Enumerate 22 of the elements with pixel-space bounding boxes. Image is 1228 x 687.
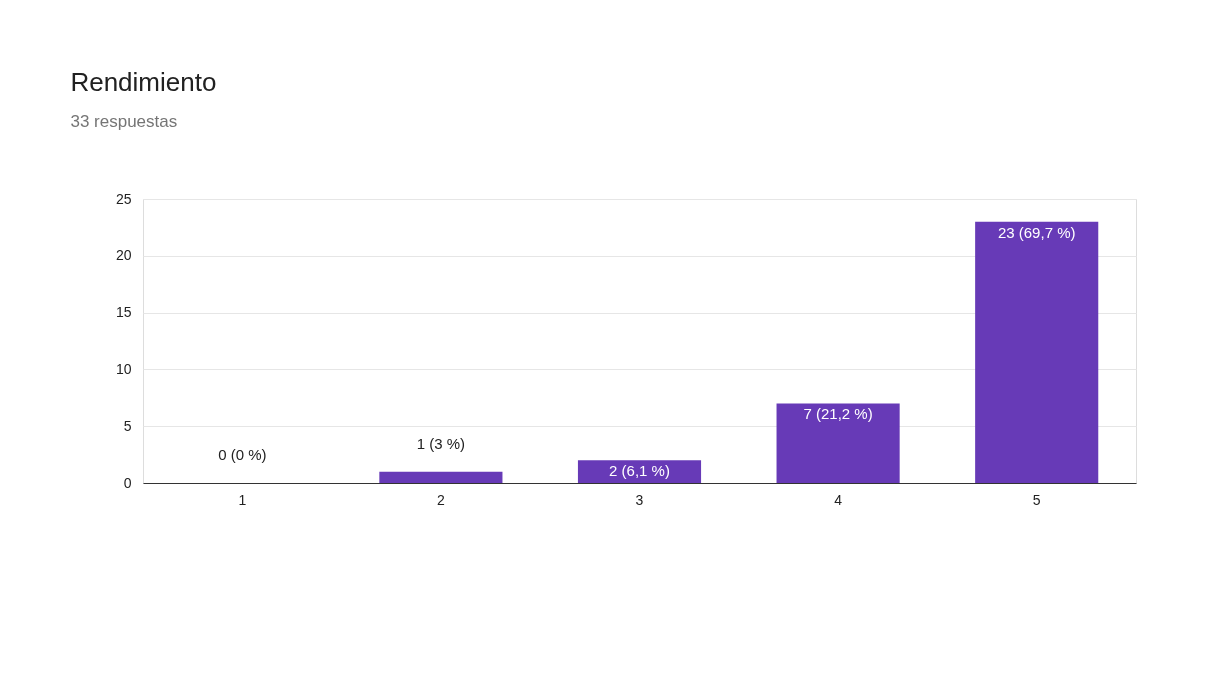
data-label: 2 (6,1 %): [609, 462, 670, 480]
x-tick-label: 2: [437, 491, 445, 508]
y-tick-label: 20: [115, 247, 132, 264]
y-tick-label: 15: [115, 304, 132, 321]
y-tick-label: 5: [123, 417, 132, 434]
data-label: 7 (21,2 %): [803, 405, 873, 423]
x-tick-label: 5: [1032, 491, 1041, 508]
chart-subtitle: 33 respuestas: [70, 112, 178, 131]
x-tick-label: 1: [238, 491, 247, 508]
x-tick-label: 4: [834, 491, 843, 508]
bar: [379, 471, 503, 483]
data-label: 1 (3 %): [416, 434, 466, 452]
x-tick-label: 3: [635, 491, 644, 508]
y-tick-label: 0: [123, 474, 132, 491]
bar: [975, 221, 1099, 483]
bar: [776, 403, 900, 483]
y-tick-label: 25: [115, 190, 132, 207]
y-tick-label: 10: [115, 360, 132, 377]
data-label: 23 (69,7 %): [997, 223, 1076, 241]
chart-title: Rendimiento: [70, 67, 217, 97]
data-label: 0 (0 %): [218, 446, 267, 463]
bar: [577, 460, 702, 483]
